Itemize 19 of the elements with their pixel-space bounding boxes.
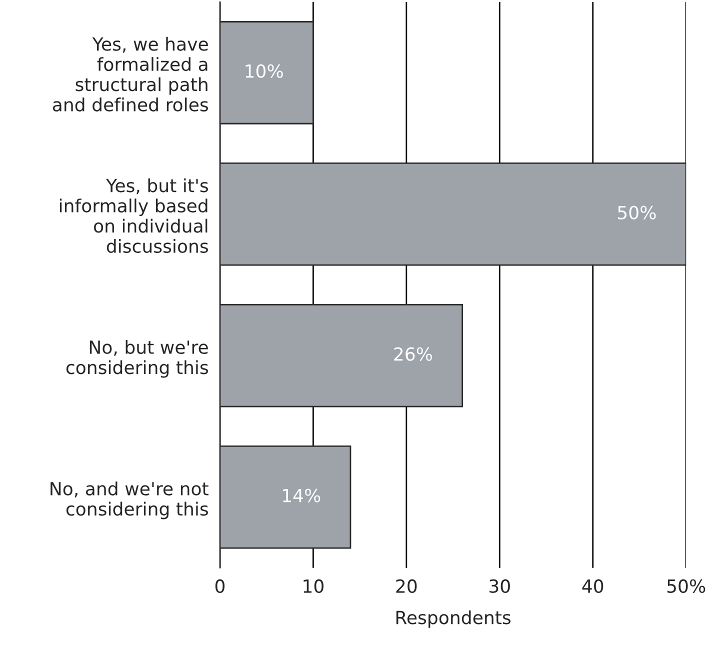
x-tick-label: 30 [490, 579, 510, 593]
data-label: 50% [618, 206, 656, 220]
bar [220, 21, 314, 124]
data-label: 14% [283, 488, 320, 502]
x-tick-label: 20 [396, 579, 417, 593]
data-label: 10% [246, 64, 283, 78]
y-tick-label: No, and we're not considering this [50, 482, 208, 520]
x-axis-title: Respondents [396, 610, 510, 628]
y-tick-label: Yes, but it's informally based on individual discussions [60, 178, 208, 253]
bar [220, 162, 686, 266]
x-tick-label: 0 [215, 579, 225, 593]
x-tick-label: 50% [667, 579, 706, 593]
y-tick-label: No, but we're considering this [66, 340, 208, 378]
data-label: 26% [394, 347, 432, 361]
x-tick-label: 10 [304, 579, 324, 593]
x-tick-label: 40 [582, 579, 604, 593]
y-tick-label: Yes, we have formalized a structural path and defined roles [52, 36, 208, 112]
bar [220, 304, 464, 408]
bar [220, 446, 352, 549]
